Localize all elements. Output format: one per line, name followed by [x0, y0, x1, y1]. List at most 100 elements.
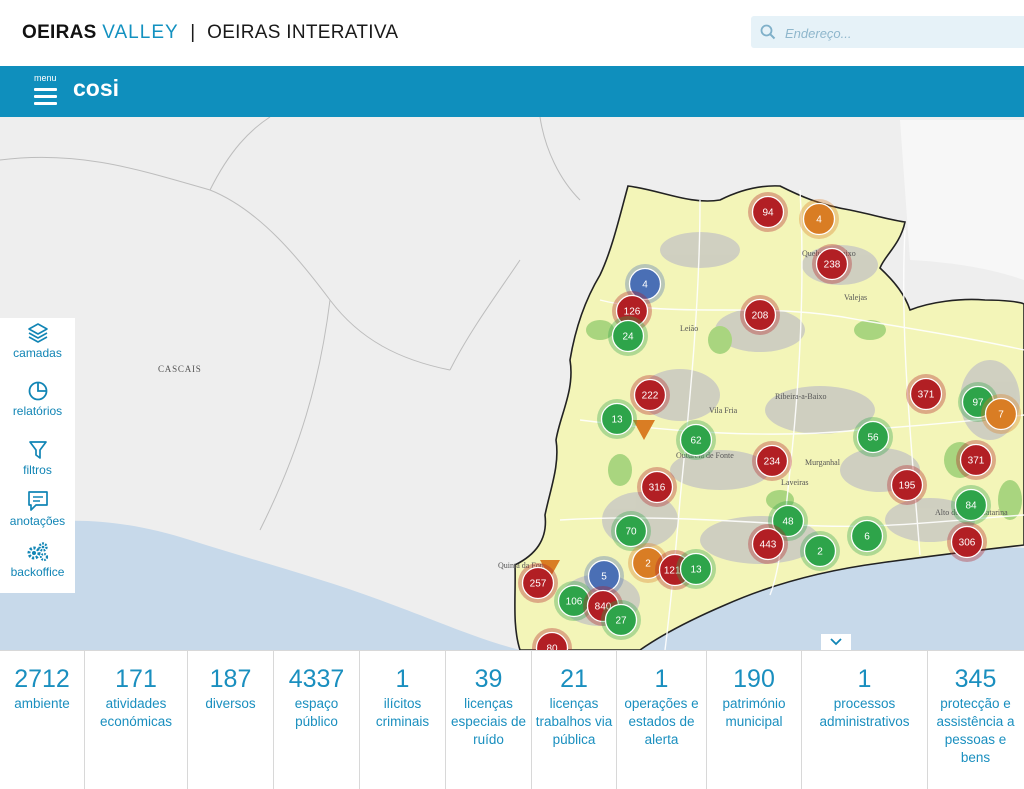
stat-patrimonio[interactable]: 190 património municipal [707, 651, 802, 789]
stat-licencas-via-publica[interactable]: 21 licenças trabalhos via pública [532, 651, 617, 789]
cluster-count: 5 [601, 572, 607, 583]
address-search [751, 16, 1024, 48]
logo[interactable]: OEIRAS VALLEY | OEIRAS INTERATIVA [22, 22, 398, 44]
logo-oeiras: OEIRAS [22, 22, 97, 43]
cluster-count: 27 [615, 616, 627, 627]
stat-licencas-ruido[interactable]: 39 licenças especiais de ruído [446, 651, 532, 789]
tool-backoffice[interactable]: backoffice [0, 541, 75, 591]
map-marker-icon[interactable] [540, 560, 560, 578]
cluster-count: 48 [782, 517, 794, 528]
tool-filtros[interactable]: filtros [0, 439, 75, 489]
map-cluster-marker[interactable]: 56 [853, 417, 893, 457]
stat-proteccao[interactable]: 345 protecção e assistência a pessoas e … [928, 651, 1023, 789]
map-cluster-marker[interactable]: 2 [628, 543, 668, 583]
tool-camadas[interactable]: camadas [0, 322, 75, 372]
stat-count: 4337 [288, 665, 345, 693]
cluster-count: 443 [760, 540, 777, 551]
stat-count: 2712 [14, 665, 70, 693]
menu-button[interactable]: menu [30, 73, 62, 113]
map-cluster-marker[interactable]: 234 [752, 441, 792, 481]
map-cluster-marker[interactable]: 238 [812, 244, 852, 284]
stat-count: 190 [733, 665, 775, 693]
tool-label: anotações [9, 514, 66, 528]
map-basemap: CASCAIS Leião Vila Fria Ribeira-a-Baixo … [0, 117, 1024, 650]
cluster-count: 2 [645, 559, 651, 570]
map-marker-icon[interactable] [633, 420, 655, 440]
cluster-count: 222 [642, 391, 659, 402]
map-cluster-marker[interactable]: 13 [676, 549, 716, 589]
stat-label: processos administrativos [819, 696, 910, 729]
map-cluster-marker[interactable]: 208 [740, 295, 780, 335]
cluster-count: 80 [546, 644, 558, 651]
cluster-count: 56 [867, 433, 879, 444]
tool-anotacoes[interactable]: anotações [0, 490, 75, 540]
cluster-count: 306 [959, 538, 976, 549]
map-cluster-marker[interactable]: 5 [584, 556, 624, 596]
map-cluster-marker[interactable]: 222 [630, 375, 670, 415]
map-cluster-marker[interactable]: 84 [951, 485, 991, 525]
stat-ilicitos-criminais[interactable]: 1 ilícitos criminais [360, 651, 446, 789]
tool-relatorios[interactable]: relatórios [0, 380, 75, 430]
map-cluster-marker[interactable]: 13 [597, 399, 637, 439]
cluster-count: 316 [649, 483, 666, 494]
cluster-count: 13 [690, 565, 702, 576]
cluster-count: 257 [530, 579, 547, 590]
cluster-count: 195 [899, 481, 916, 492]
stat-espaco-publico[interactable]: 4337 espaço público [274, 651, 360, 789]
top-header: OEIRAS VALLEY | OEIRAS INTERATIVA [0, 0, 1024, 66]
map-cluster-marker[interactable]: 2 [800, 531, 840, 571]
map-label: Valejas [844, 293, 867, 302]
map-cluster-marker[interactable]: 27 [601, 600, 641, 640]
search-input[interactable] [783, 20, 1017, 46]
map-cluster-marker[interactable]: 62 [676, 420, 716, 460]
map-cluster-marker[interactable]: 126 [612, 291, 652, 331]
map-cluster-marker[interactable]: 306 [947, 522, 987, 562]
map-cluster-marker[interactable]: 70 [611, 511, 651, 551]
stat-processos[interactable]: 1 processos administrativos [802, 651, 928, 789]
stat-diversos[interactable]: 187 diversos [188, 651, 274, 789]
map-cluster-marker[interactable]: 257 [518, 563, 558, 603]
map-cluster-marker[interactable]: 371 [906, 374, 946, 414]
stat-label: diversos [205, 696, 256, 711]
map-cluster-marker[interactable]: 195 [887, 465, 927, 505]
map-label: Laveiras [781, 478, 809, 487]
cluster-count: 371 [968, 456, 985, 467]
cluster-count: 94 [762, 208, 774, 219]
stat-count: 171 [115, 665, 157, 693]
stat-label: operações e estados de alerta [624, 696, 699, 747]
stat-count: 21 [560, 665, 588, 693]
menu-label: menu [34, 73, 57, 83]
map-cluster-marker[interactable]: 4 [799, 199, 839, 239]
cluster-count: 840 [595, 602, 612, 613]
filter-icon [28, 441, 47, 459]
map-cluster-marker[interactable]: 80 [532, 628, 572, 650]
stat-atividades-economicas[interactable]: 171 atividades económicas [85, 651, 188, 789]
map-cluster-marker[interactable]: 371 [956, 440, 996, 480]
map-label: Ribeira-a-Baixo [775, 392, 827, 401]
stat-label: ilícitos criminais [375, 696, 430, 729]
cluster-count: 238 [824, 260, 841, 271]
map-cluster-marker[interactable]: 7 [981, 394, 1021, 434]
map-cluster-marker[interactable]: 94 [748, 192, 788, 232]
cluster-count: 208 [752, 311, 769, 322]
map-cluster-marker[interactable]: 4 [625, 264, 665, 304]
map-cluster-marker[interactable]: 24 [608, 316, 648, 356]
cluster-count: 126 [624, 307, 641, 318]
map-cluster-marker[interactable]: 316 [637, 467, 677, 507]
collapse-stats-button[interactable] [821, 634, 851, 650]
search-icon [760, 24, 776, 40]
map-cluster-marker[interactable]: 443 [748, 524, 788, 564]
cluster-count: 70 [625, 527, 637, 538]
stat-operacoes-alerta[interactable]: 1 operações e estados de alerta [617, 651, 707, 789]
stat-ambiente[interactable]: 2712 ambiente [0, 651, 85, 789]
map-label: Murganhal [805, 458, 841, 467]
stat-count: 187 [209, 665, 252, 693]
logo-separator: | [190, 22, 196, 43]
map-canvas[interactable]: CASCAIS Leião Vila Fria Ribeira-a-Baixo … [0, 117, 1024, 650]
stat-count: 1 [857, 665, 872, 693]
tool-label: relatórios [12, 404, 63, 418]
tool-label: backoffice [10, 565, 65, 579]
map-cluster-marker[interactable]: 48 [768, 501, 808, 541]
map-cluster-marker[interactable]: 6 [847, 516, 887, 556]
stat-label: património municipal [722, 696, 786, 729]
